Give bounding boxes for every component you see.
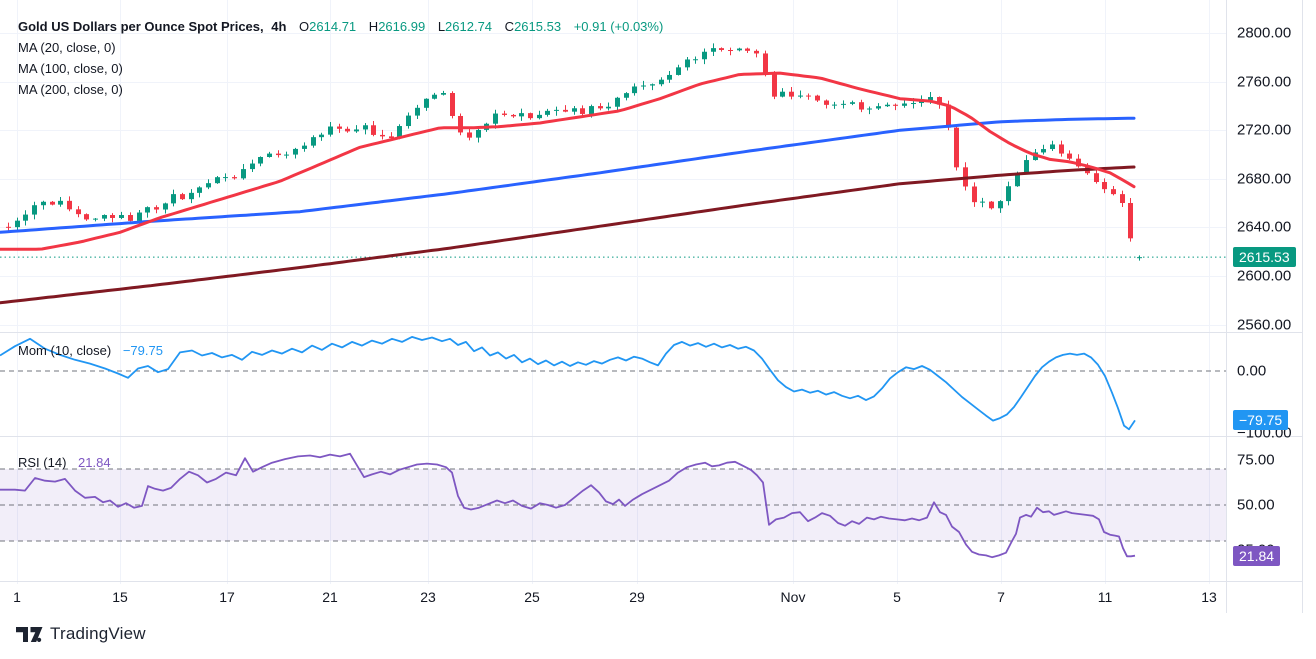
tradingview-logo-icon: [16, 626, 43, 642]
momentum-value-badge: −79.75: [1233, 410, 1289, 431]
rsi-value: 21.84: [78, 455, 111, 470]
momentum-legend[interactable]: Mom (10, close) −79.75: [18, 340, 163, 361]
symbol-row[interactable]: Gold US Dollars per Ounce Spot Prices, 4…: [18, 16, 663, 37]
price-axis-label: 2800.00: [1237, 24, 1292, 42]
time-axis-label: 5: [893, 589, 901, 605]
low-value: 2612.74: [445, 19, 493, 34]
open-label: O: [299, 19, 310, 34]
time-axis-label: 13: [1201, 589, 1217, 605]
close-value: 2615.53: [514, 19, 562, 34]
time-axis-label: 11: [1097, 589, 1113, 605]
rsi-legend[interactable]: RSI (14) 21.84: [18, 452, 111, 473]
open-value: 2614.71: [309, 19, 357, 34]
momentum-axis-label: 0.00: [1237, 362, 1267, 380]
time-axis-label: 17: [219, 589, 235, 605]
time-axis-label: 29: [629, 589, 645, 605]
time-axis-label: 1: [13, 589, 21, 605]
time-axis-label: 25: [524, 589, 540, 605]
main-legend: Gold US Dollars per Ounce Spot Prices, 4…: [18, 16, 663, 100]
interval-label: 4h: [271, 19, 287, 34]
high-label: H: [368, 19, 379, 34]
ma100-legend[interactable]: MA (100, close, 0): [18, 58, 663, 79]
price-axis-label: 2640.00: [1237, 218, 1292, 236]
price-axis-label: 2720.00: [1237, 121, 1292, 139]
time-axis[interactable]: 1 15 17 21 23 25 29 Nov 5 7 11 13: [0, 581, 1227, 613]
tradingview-attribution[interactable]: TradingView: [16, 624, 146, 644]
high-value: 2616.99: [378, 19, 426, 34]
price-axis-label: 2760.00: [1237, 73, 1292, 91]
rsi-axis-label: 50.00: [1237, 496, 1275, 514]
price-axis-label: 2680.00: [1237, 170, 1292, 188]
time-axis-label: 15: [112, 589, 128, 605]
tradingview-brand-text: TradingView: [50, 624, 146, 643]
price-axis-label: 2560.00: [1237, 316, 1292, 334]
time-axis-label: Nov: [780, 589, 806, 605]
close-label: C: [504, 19, 515, 34]
ma200-legend[interactable]: MA (200, close, 0): [18, 79, 663, 100]
time-axis-label: 21: [322, 589, 338, 605]
low-label: L: [437, 19, 446, 34]
ma100-label: MA (100, close, 0): [18, 61, 123, 76]
time-axis-label: 7: [997, 589, 1005, 605]
price-axis[interactable]: 2800.00 2760.00 2720.00 2680.00 2640.00 2600.…: [1227, 0, 1303, 613]
momentum-label: Mom (10, close): [18, 343, 112, 358]
rsi-value-badge: 21.84: [1233, 545, 1281, 566]
symbol-title: Gold US Dollars per Ounce Spot Prices,: [18, 19, 264, 34]
momentum-value: −79.75: [122, 343, 163, 358]
time-axis-label: 23: [420, 589, 436, 605]
ma200-label: MA (200, close, 0): [18, 82, 123, 97]
price-axis-label: 2600.00: [1237, 267, 1292, 285]
last-price-badge: 2615.53: [1233, 247, 1296, 268]
change-value: +0.91 (+0.03%): [573, 19, 664, 34]
ma20-label: MA (20, close, 0): [18, 40, 116, 55]
ma20-legend[interactable]: MA (20, close, 0): [18, 37, 663, 58]
chart-canvas[interactable]: [0, 0, 1303, 613]
rsi-label: RSI (14): [18, 455, 67, 470]
rsi-axis-label: 75.00: [1237, 451, 1275, 469]
